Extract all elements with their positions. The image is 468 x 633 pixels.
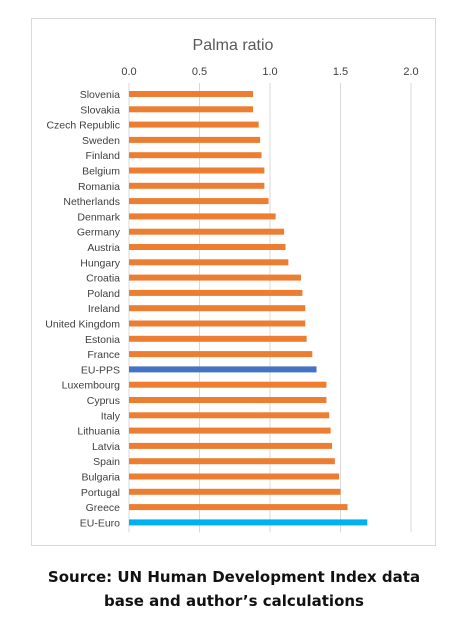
bar-denmark [129,213,276,220]
bar-estonia [129,335,307,342]
x-tick-label: 2.0 [403,66,418,78]
category-label: Latvia [92,441,120,453]
bar-italy [129,412,330,419]
category-label: Estonia [85,334,120,346]
bar-finland [129,152,262,159]
bar-luxembourg [129,381,327,388]
bar-bulgaria [129,473,340,480]
bars [129,91,368,526]
bar-greece [129,504,348,511]
category-label: Netherlands [63,196,120,208]
bar-germany [129,228,285,235]
category-label: Slovenia [80,89,120,101]
category-label: Luxembourg [62,380,121,392]
palma-ratio-chart: Palma ratio 0.0 0.5 1.0 1.5 2.0 SloveniaSlov… [45,37,419,533]
bar-hungary [129,259,289,266]
x-tick-label: 1.0 [262,66,277,78]
category-label: Germany [77,227,121,239]
category-label: Croatia [86,273,120,285]
bar-latvia [129,442,333,449]
category-label: Czech Republic [46,120,120,132]
x-tick-label: 0.5 [192,66,207,78]
chart-frame: Palma ratio 0.0 0.5 1.0 1.5 2.0 Slovenia Slov… [31,18,436,546]
bar-cyprus [129,397,327,403]
category-label: Sweden [82,135,120,147]
bar-czech-republic [129,121,259,128]
category-label: Denmark [77,211,120,223]
bar-lithuania [129,427,331,434]
bar-slovenia [129,91,254,97]
category-label: EU-PPS [81,364,120,376]
bar-portugal [129,488,341,495]
bar-france [129,351,313,358]
bar-sweden [129,136,261,143]
bar-ireland [129,305,306,312]
bar-poland [129,289,303,296]
category-label: Austria [87,242,120,254]
bar-united-kingdom [129,320,306,327]
chart-title: Palma ratio [193,37,274,54]
category-labels: Slovenia Slovakia Czech Republic Sweden Finl… [45,89,120,529]
category-label: Italy [101,410,121,422]
category-label: Greece [86,502,121,514]
category-label: Bulgaria [81,472,120,484]
category-label: Finland [86,150,121,162]
bar-croatia [129,274,302,281]
bar-belgium [129,167,265,174]
category-label: Belgium [82,166,120,178]
category-label: Portugal [81,487,120,499]
bar-austria [129,244,286,250]
bar-slovakia [129,106,254,113]
category-label: Romania [78,181,120,193]
bar-spain [129,458,335,465]
category-label: EU-Euro [80,517,120,529]
category-label: Poland [87,288,120,300]
caption-line-1: Source: UN Human Development Index data [47,568,421,586]
category-label: Lithuania [77,426,120,438]
x-tick-label: 1.5 [333,66,348,78]
bar-romania [129,182,265,189]
category-label: Ireland [88,303,120,315]
x-tick-label: 0.0 [121,66,136,78]
bar-eu-pps [129,366,317,373]
category-label: Slovakia [80,104,120,116]
bar-eu-euro [129,519,368,526]
category-label: France [87,349,120,361]
category-label: United Kingdom [45,319,120,331]
source-caption: Source: UN Human Development Index data … [20,565,448,613]
category-label: Cyprus [87,395,120,407]
x-axis-ticks: 0.0 0.5 1.0 1.5 2.0 [121,66,418,78]
caption-line-2: base and author’s calculations [104,592,364,610]
category-label: Spain [93,456,120,468]
category-label: Hungary [80,257,120,269]
bar-netherlands [129,198,269,205]
